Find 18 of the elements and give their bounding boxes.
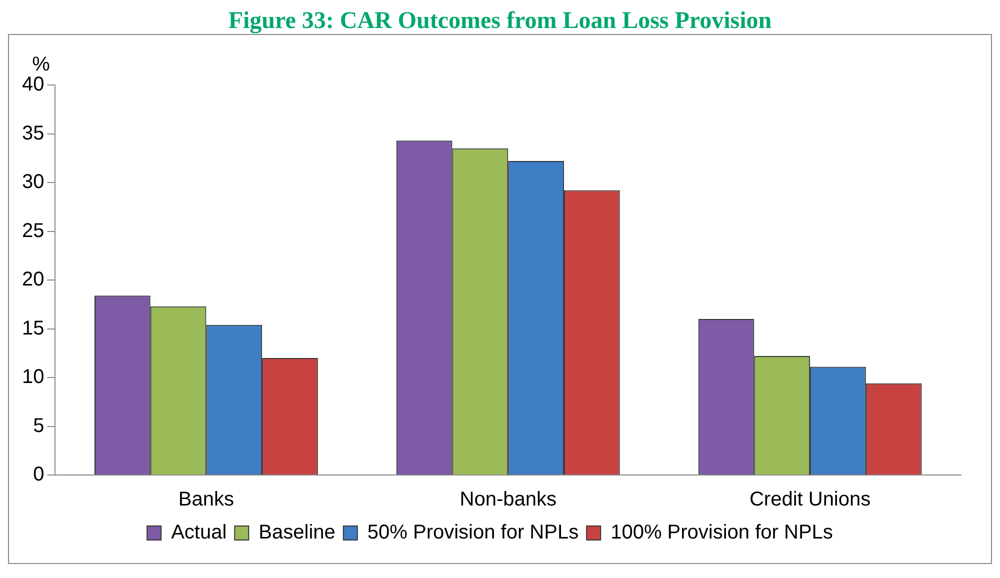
y-tick-label: 20 xyxy=(22,268,44,291)
y-tick-label: 0 xyxy=(33,464,44,486)
x-tick-label: Banks xyxy=(178,488,234,511)
y-tick-label: 10 xyxy=(22,366,44,388)
legend-label: Baseline xyxy=(258,522,336,544)
y-tick-label: 5 xyxy=(33,414,44,437)
y-tick-label: 35 xyxy=(22,122,44,144)
x-tick-label: Non-banks xyxy=(460,488,556,511)
y-tick-label: 15 xyxy=(22,317,44,340)
y-tick-label: 40 xyxy=(22,74,44,96)
y-tick-label: 25 xyxy=(22,220,44,242)
legend-label: 100% Provision for NPLs xyxy=(610,522,833,544)
y-axis-title: % xyxy=(32,54,50,76)
chart-title: Figure 33: CAR Outcomes from Loan Loss Provision xyxy=(227,8,773,34)
y-tick-label: 30 xyxy=(22,171,44,194)
x-tick-label: Credit Unions xyxy=(749,488,871,511)
legend-label: 50% Provision for NPLs xyxy=(367,522,579,544)
legend-label: Actual xyxy=(171,522,227,544)
